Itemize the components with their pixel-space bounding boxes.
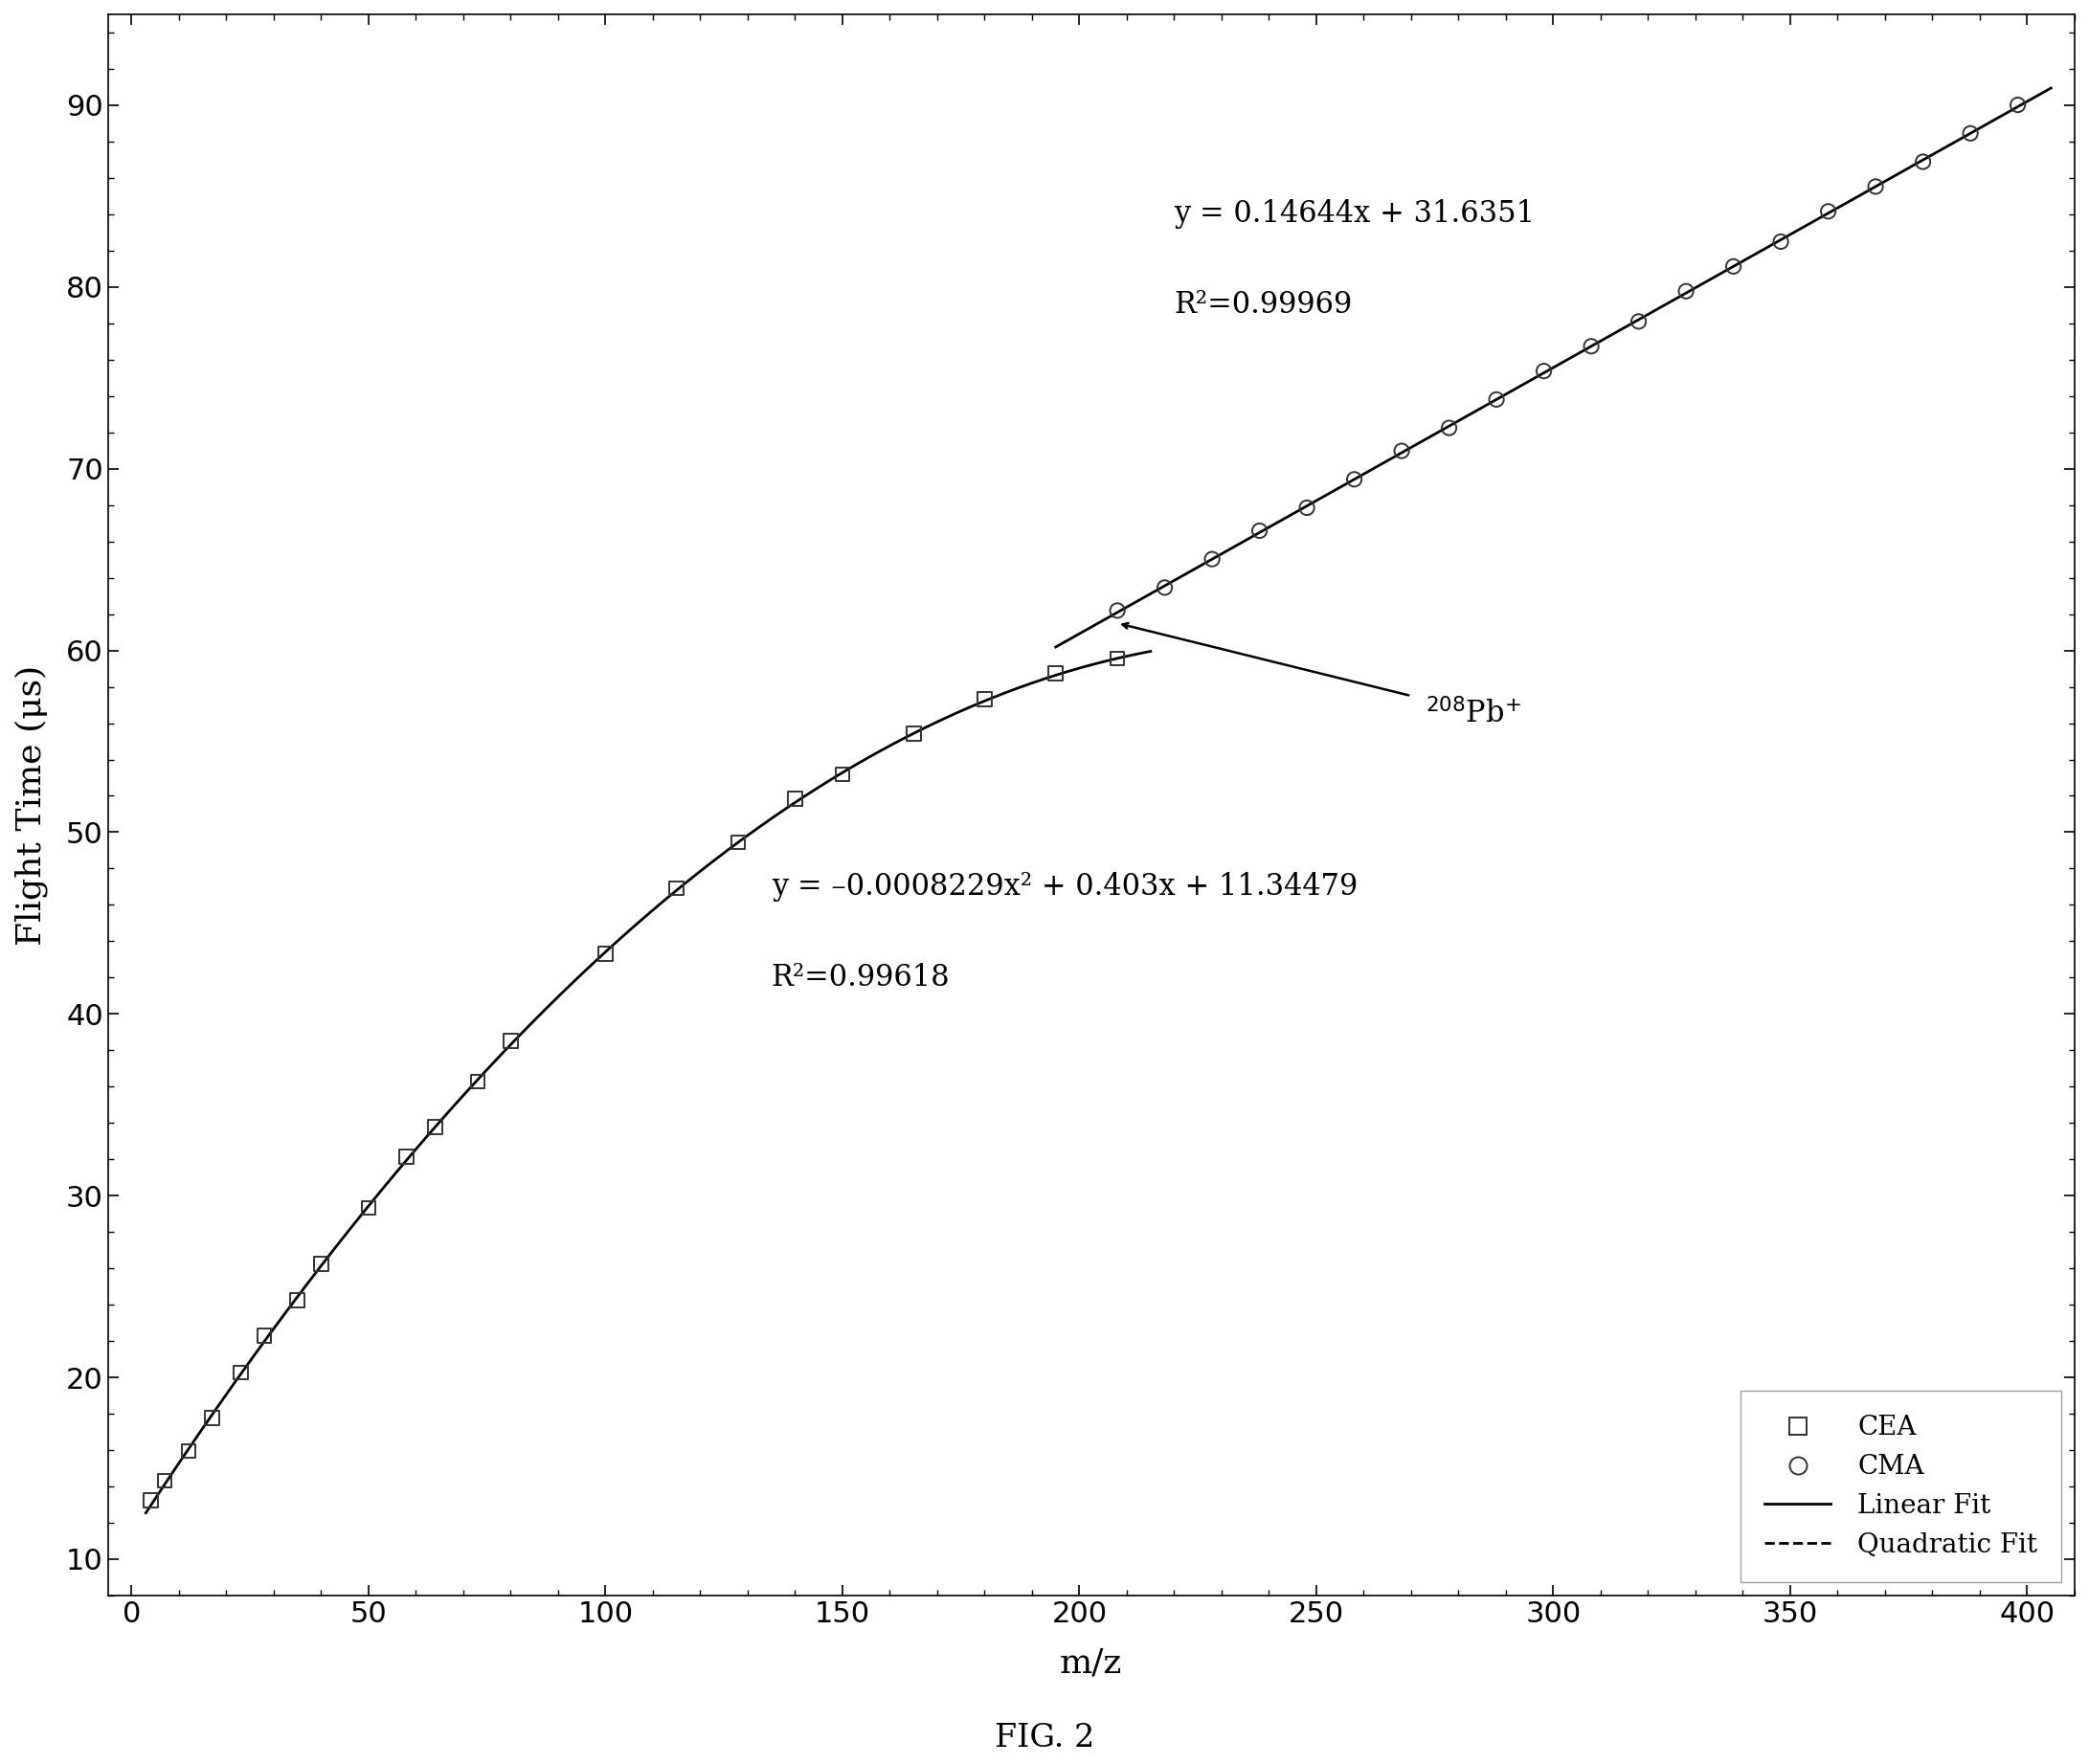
Linear Fit	[1767, 229, 1792, 250]
Text: y = 0.14644x + 31.6351: y = 0.14644x + 31.6351	[1174, 199, 1535, 229]
Quadratic Fit	[1139, 640, 1164, 662]
Line: Quadratic Fit: Quadratic Fit	[146, 651, 1151, 1514]
CMA	[1101, 596, 1134, 624]
CEA	[493, 1027, 526, 1055]
Y-axis label: Flight Time (μs): Flight Time (μs)	[15, 665, 48, 946]
CMA	[1433, 415, 1466, 443]
CEA	[280, 1286, 313, 1314]
CMA	[1669, 277, 1703, 305]
Quadratic Fit	[863, 743, 888, 764]
Text: FIG. 2: FIG. 2	[994, 1722, 1095, 1753]
Text: R²=0.99969: R²=0.99969	[1174, 291, 1352, 319]
Linear Fit	[1164, 570, 1189, 591]
Linear Fit	[1437, 415, 1462, 436]
CEA	[224, 1358, 257, 1387]
CMA	[1195, 545, 1228, 573]
CEA	[589, 940, 623, 968]
Linear Fit	[1669, 284, 1694, 305]
Quadratic Fit	[462, 1074, 487, 1095]
CEA	[462, 1067, 495, 1095]
CMA	[1859, 173, 1893, 201]
CEA	[896, 720, 930, 748]
Line: Linear Fit: Linear Fit	[1055, 88, 2051, 647]
CEA	[391, 1143, 424, 1171]
CEA	[967, 684, 1001, 713]
CMA	[1291, 494, 1324, 522]
CMA	[1243, 517, 1276, 545]
Linear Fit	[1042, 637, 1067, 658]
CMA	[1575, 332, 1609, 360]
Linear Fit	[1761, 233, 1786, 254]
CEA	[660, 875, 694, 903]
CMA	[1621, 307, 1654, 335]
Legend: CEA, CMA, Linear Fit, Quadratic Fit: CEA, CMA, Linear Fit, Quadratic Fit	[1740, 1392, 2062, 1582]
Text: y = –0.0008229x² + 0.403x + 11.34479: y = –0.0008229x² + 0.403x + 11.34479	[771, 871, 1358, 901]
CMA	[1953, 120, 1987, 148]
CEA	[1038, 660, 1072, 688]
Text: R²=0.99618: R²=0.99618	[771, 963, 950, 993]
Quadratic Fit	[765, 803, 790, 824]
CMA	[1479, 385, 1512, 413]
CMA	[1763, 228, 1797, 256]
CMA	[2001, 90, 2035, 118]
Text: $^{208}$Pb$^{+}$: $^{208}$Pb$^{+}$	[1425, 699, 1521, 730]
X-axis label: m/z: m/z	[1059, 1646, 1122, 1679]
Quadratic Fit	[134, 1503, 159, 1524]
Linear Fit	[2039, 78, 2064, 99]
CEA	[825, 760, 859, 789]
CMA	[1337, 466, 1370, 494]
CMA	[1385, 437, 1418, 466]
CMA	[1717, 252, 1751, 280]
CMA	[1527, 356, 1560, 385]
CEA	[721, 827, 754, 856]
CEA	[305, 1249, 338, 1277]
Quadratic Fit	[255, 1328, 280, 1349]
Linear Fit	[1368, 455, 1393, 476]
Quadratic Fit	[531, 1000, 556, 1021]
CEA	[418, 1113, 451, 1141]
Quadratic Fit	[859, 746, 884, 767]
CEA	[196, 1404, 230, 1432]
CMA	[1811, 198, 1845, 226]
CEA	[171, 1436, 205, 1464]
CEA	[1101, 644, 1134, 672]
CEA	[148, 1466, 182, 1494]
CEA	[351, 1194, 384, 1222]
CEA	[249, 1321, 282, 1349]
CMA	[1907, 148, 1941, 176]
CEA	[779, 785, 813, 813]
CEA	[134, 1485, 167, 1514]
CMA	[1149, 573, 1182, 602]
